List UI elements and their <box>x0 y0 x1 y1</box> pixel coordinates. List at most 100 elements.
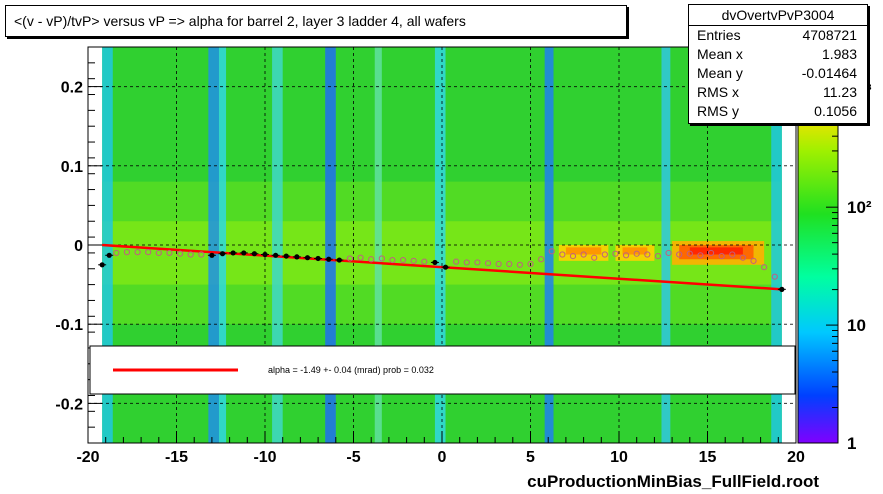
footer-filename: cuProductionMinBias_FullField.root <box>527 472 819 491</box>
x-tick-label: -5 <box>346 449 360 466</box>
profile-point-open <box>601 251 608 258</box>
profile-point-filled <box>262 251 268 258</box>
profile-point-open <box>559 251 566 258</box>
profile-point-open <box>516 261 523 268</box>
profile-point-filled <box>251 251 257 257</box>
profile-point-filled <box>336 257 342 263</box>
profile-point-open <box>538 256 545 263</box>
stats-label: RMS y <box>697 103 739 119</box>
z-tick-label: 10² <box>847 198 872 217</box>
profile-point-filled <box>779 286 785 292</box>
profile-point-filled <box>294 254 300 260</box>
legend-text: alpha = -1.49 +- 0.04 (mrad) prob = 0.03… <box>268 365 434 375</box>
z-tick-label: 10 <box>847 316 866 335</box>
x-tick-label: 10 <box>610 449 628 466</box>
profile-point-filled <box>219 251 226 257</box>
y-tick-label: 0 <box>74 238 83 255</box>
profile-point-open <box>580 251 587 258</box>
profile-point-open <box>718 252 725 260</box>
stats-row-mean-y: Mean y -0.01464 <box>689 64 867 83</box>
heatmap-stripe <box>208 47 219 443</box>
x-tick-label: 20 <box>787 449 805 466</box>
profile-point-filled <box>230 250 236 256</box>
profile-point-open <box>548 248 555 255</box>
profile-point-open <box>739 254 747 261</box>
profile-point-open <box>569 252 577 260</box>
profile-point-filled <box>283 253 289 259</box>
x-tick-label: 0 <box>438 449 447 466</box>
profile-point-open <box>346 255 354 262</box>
profile-point-filled <box>326 256 332 262</box>
profile-point-open <box>134 249 141 256</box>
heatmap-hotspot <box>622 247 648 255</box>
profile-point-open <box>389 256 396 264</box>
legend-box: alpha = -1.49 +- 0.04 (mrad) prob = 0.03… <box>89 345 796 395</box>
profile-point-open <box>378 255 385 262</box>
profile-point-open <box>399 256 407 264</box>
y-tick-label: -0.2 <box>55 396 83 413</box>
x-tick-label: -20 <box>76 449 99 466</box>
stats-value: -0.01464 <box>801 65 857 81</box>
profile-point-open <box>686 250 693 257</box>
profile-point-open <box>665 249 672 257</box>
profile-point-filled <box>442 264 449 270</box>
heatmap-hotspot <box>565 247 602 255</box>
stats-row-rms-y: RMS y 0.1056 <box>689 102 867 121</box>
stats-label: Entries <box>697 27 741 43</box>
stats-value: 4708721 <box>802 27 857 43</box>
heatmap-stripe <box>771 47 782 443</box>
profile-point-open <box>176 250 184 257</box>
stats-label: Mean x <box>697 46 743 62</box>
profile-point-filled <box>273 252 279 258</box>
y-tick-label: 0.2 <box>61 80 83 97</box>
stats-value: 0.1056 <box>814 103 857 119</box>
axes: -20 -15 -10 -5 0 5 10 15 20 -0.2 -0.1 0 0.1 0.2 <box>55 46 805 466</box>
profile-point-open <box>123 249 131 256</box>
profile-point-filled <box>432 259 438 266</box>
stats-label: RMS x <box>697 84 739 100</box>
profile-point-open <box>622 252 630 259</box>
profile-point-open <box>761 264 768 271</box>
profile-point-open <box>676 251 683 258</box>
profile-point-open <box>198 251 205 258</box>
stats-row-mean-x: Mean x 1.983 <box>689 45 867 64</box>
stats-label: Mean y <box>697 65 743 81</box>
z-tick-label: 1 <box>847 434 856 453</box>
profile-point-open <box>495 260 502 268</box>
profile-point-open <box>612 250 619 257</box>
stats-row-entries: Entries 4708721 <box>689 26 867 45</box>
stats-value: 11.23 <box>823 84 857 100</box>
profile-point-open <box>357 254 364 261</box>
profile-point-filled <box>99 262 105 268</box>
profile-points <box>98 248 786 292</box>
heatmap-stripe <box>434 47 446 443</box>
title-box: <(v - vP)/tvP> versus vP => alpha for ba… <box>5 5 627 37</box>
profile-point-open <box>421 258 428 265</box>
profile-point-open <box>771 273 778 280</box>
profile-point-open <box>527 260 534 268</box>
profile-point-open <box>187 251 194 258</box>
profile-point-open <box>654 252 662 260</box>
profile-point-open <box>166 249 173 257</box>
profile-point-open <box>453 258 460 265</box>
chart-title: <(v - vP)/tvP> versus vP => alpha for ba… <box>14 13 466 29</box>
stats-name: dvOvertvPvP3004 <box>689 7 867 26</box>
heatmap-hotspot <box>689 247 743 255</box>
profile-point-open <box>633 250 640 257</box>
profile-point-open <box>506 260 513 268</box>
profile-point-filled <box>209 252 215 258</box>
profile-point-open <box>484 260 492 267</box>
profile-point-open <box>463 259 470 266</box>
profile-point-open <box>410 257 417 264</box>
profile-point-open <box>644 251 651 258</box>
stats-row-rms-x: RMS x 11.23 <box>689 83 867 102</box>
x-tick-label: -15 <box>165 449 188 466</box>
profile-point-open <box>368 256 375 263</box>
x-tick-label: -10 <box>253 449 276 466</box>
profile-point-open <box>155 249 162 257</box>
profile-point-open <box>750 257 757 264</box>
heatmap-stripe <box>544 47 554 443</box>
profile-point-filled <box>315 255 321 262</box>
x-tick-label: 15 <box>699 449 717 466</box>
